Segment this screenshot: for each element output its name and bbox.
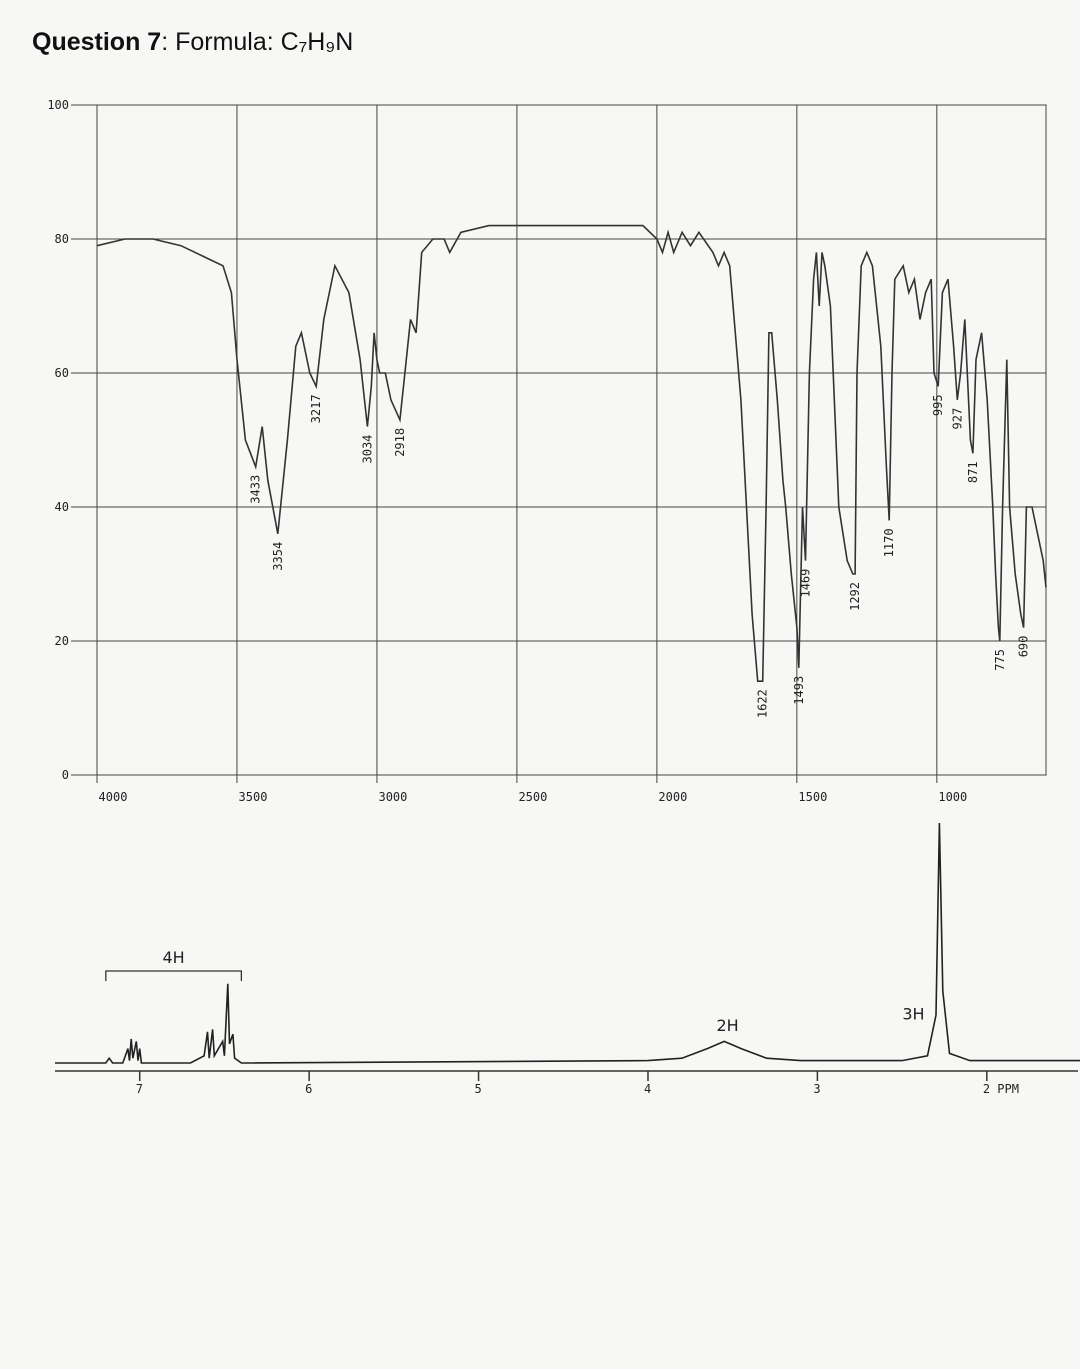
x-tick-label: 5 <box>475 1082 482 1096</box>
x-tick-label: 1000 <box>938 790 967 804</box>
y-tick-label: 40 <box>55 500 69 514</box>
x-tick-label: 6 <box>305 1082 312 1096</box>
spectrum-trace <box>96 224 1047 682</box>
integration-bracket <box>105 970 243 981</box>
x-tick-label: 2500 <box>518 790 547 804</box>
x-tick-label: 1500 <box>798 790 827 804</box>
peak-label: 3354 <box>271 542 285 571</box>
peak-label: 1493 <box>792 676 806 705</box>
peak-label: 775 <box>993 649 1007 671</box>
peak-label: 1170 <box>882 528 896 557</box>
formula: : Formula: C₇H₉N <box>161 28 353 56</box>
peak-label: 1292 <box>848 582 862 611</box>
x-tick-label: 7 <box>136 1082 143 1096</box>
y-tick-label: 0 <box>62 768 69 782</box>
x-tick-label: 3000 <box>378 790 407 804</box>
x-tick-label: 2000 <box>658 790 687 804</box>
y-tick-label: 100 <box>47 98 69 112</box>
peak-label: 2918 <box>393 428 407 457</box>
integration-label: 3H <box>902 1004 924 1023</box>
integration-label: 2H <box>716 1016 738 1035</box>
x-tick-label: 4000 <box>99 790 128 804</box>
peak-label: 995 <box>931 394 945 416</box>
nmr-spectrum: 7 6 5 4 3 2 PPM 4H 2H 3H <box>55 822 1080 1096</box>
peak-label: 3433 <box>249 475 263 504</box>
x-tick-label: 3500 <box>239 790 268 804</box>
x-tick-label: 2 PPM <box>983 1082 1019 1096</box>
y-tick-label: 60 <box>55 366 69 380</box>
y-tick-label: 20 <box>55 634 69 648</box>
ir-spectrum: 0 20 40 60 80 100 4000 3500 3000 2500 2000 1500 1000… <box>47 98 1047 804</box>
peak-label: 690 <box>1017 636 1031 658</box>
peak-label: 1469 <box>799 569 813 598</box>
peak-label: 1622 <box>756 689 770 718</box>
x-tick-label: 4 <box>644 1082 651 1096</box>
spectrum-trace <box>55 822 1080 1064</box>
question-number: Question 7 <box>32 28 161 56</box>
peak-label: 3034 <box>360 435 374 464</box>
plot-frame <box>96 104 1047 776</box>
integration-label: 4H <box>162 948 184 967</box>
heading: Question 7: Formula: C₇H₉N <box>32 28 353 56</box>
peak-label: 927 <box>950 408 964 430</box>
y-tick-label: 80 <box>55 232 69 246</box>
peak-label: 871 <box>966 461 980 483</box>
x-tick-label: 3 <box>813 1082 820 1096</box>
peak-label: 3217 <box>309 394 323 423</box>
